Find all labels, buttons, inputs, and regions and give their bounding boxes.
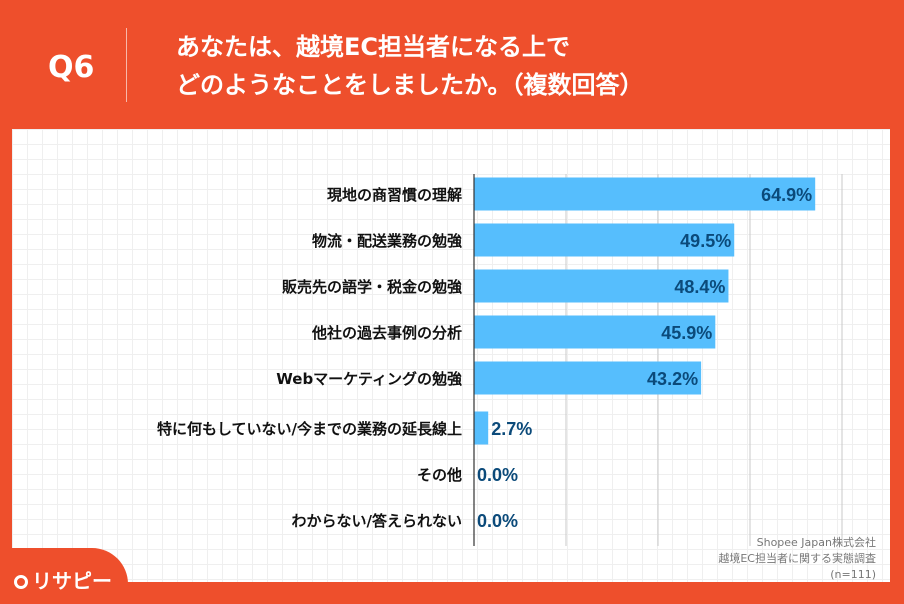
category-label: Webマーケティングの勉強 [276, 370, 462, 388]
category-label: 他社の過去事例の分析 [311, 324, 462, 342]
logo-text: リサピー [32, 569, 112, 593]
title-line-1: あなたは、越境EC担当者になる上で [176, 33, 571, 61]
value-label: 45.9% [661, 323, 712, 343]
divider [126, 28, 127, 102]
bar [474, 177, 816, 211]
category-label: 物流・配送業務の勉強 [312, 232, 462, 250]
source-company: Shopee Japan株式会社 [756, 536, 876, 549]
bar [474, 315, 716, 349]
question-number: Q6 [48, 50, 95, 85]
value-label: 43.2% [647, 369, 698, 389]
title-line-2: どのようなことをしましたか。（複数回答） [176, 71, 644, 99]
value-label: 64.9% [761, 185, 812, 205]
value-label: 49.5% [680, 231, 731, 251]
chart-panel [12, 129, 890, 582]
pin-icon [14, 575, 28, 589]
value-label: 0.0% [477, 465, 518, 485]
category-label: その他 [417, 466, 462, 484]
bar [474, 411, 489, 445]
category-label: 販売先の語学・税金の勉強 [282, 278, 462, 296]
bar [474, 269, 729, 303]
page-title: あなたは、越境EC担当者になる上で どのようなことをしましたか。（複数回答） [176, 28, 644, 104]
category-label: 特に何もしていない/今までの業務の延長線上 [157, 420, 462, 438]
bar [474, 361, 702, 395]
source-survey: 越境EC担当者に関する実態調査 [718, 552, 876, 565]
category-label: 現地の商習慣の理解 [327, 186, 462, 204]
logo: リサピー [14, 565, 112, 594]
value-label: 0.0% [477, 511, 518, 531]
category-label: わからない/答えられない [292, 512, 462, 530]
bar [474, 223, 735, 257]
source-sample-size: (n=111) [830, 568, 876, 581]
value-label: 2.7% [491, 419, 532, 439]
source-note: Shopee Japan株式会社 越境EC担当者に関する実態調査 (n=111) [718, 535, 876, 583]
value-label: 48.4% [674, 277, 725, 297]
